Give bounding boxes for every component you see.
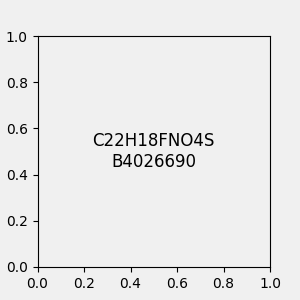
Text: C22H18FNO4S
B4026690: C22H18FNO4S B4026690 — [93, 132, 215, 171]
